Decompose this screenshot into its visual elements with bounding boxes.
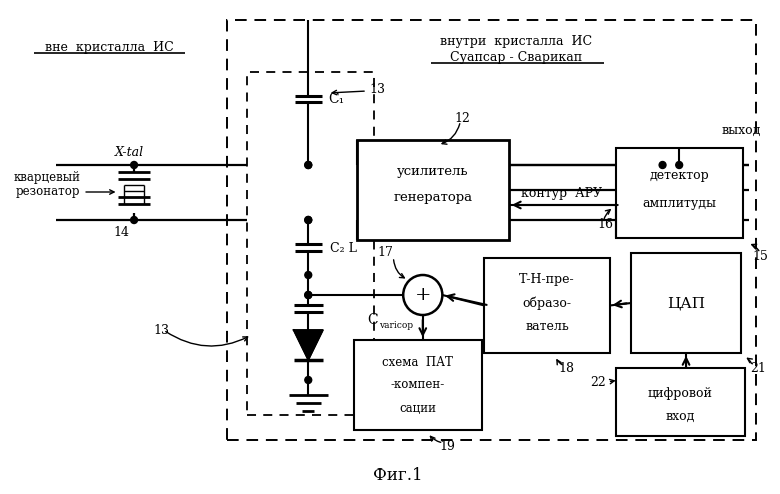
Circle shape — [305, 162, 312, 168]
Bar — [615, 368, 745, 436]
Text: 16: 16 — [597, 218, 614, 232]
Text: 14: 14 — [113, 227, 129, 240]
Text: 19: 19 — [439, 440, 456, 453]
Polygon shape — [293, 330, 323, 360]
Text: 22: 22 — [590, 376, 606, 389]
Text: 12: 12 — [455, 112, 470, 124]
Circle shape — [305, 216, 312, 223]
Circle shape — [305, 291, 312, 298]
Text: резонатор: резонатор — [16, 184, 80, 198]
Text: вне  кристалла  ИС: вне кристалла ИС — [45, 41, 174, 54]
Text: C: C — [367, 313, 378, 327]
Text: +: + — [414, 286, 431, 304]
Text: кварцевый: кварцевый — [13, 171, 80, 184]
Bar — [227, 20, 756, 440]
Text: Т-Н-пре-: Т-Н-пре- — [519, 274, 575, 287]
Bar — [615, 148, 743, 238]
Text: вход: вход — [665, 410, 695, 422]
Text: контур  АРУ: контур АРУ — [521, 187, 602, 200]
Circle shape — [130, 162, 137, 168]
Text: образо-: образо- — [523, 296, 572, 310]
Text: генератора: генератора — [393, 192, 473, 205]
Circle shape — [305, 162, 312, 168]
Text: X-tal: X-tal — [115, 147, 144, 160]
Text: сации: сации — [399, 402, 436, 414]
Text: детектор: детектор — [649, 169, 709, 182]
Text: 13: 13 — [154, 324, 169, 336]
Text: 18: 18 — [558, 363, 575, 375]
Text: 13: 13 — [370, 83, 386, 96]
Bar — [357, 140, 509, 240]
Circle shape — [403, 275, 442, 315]
Bar — [354, 340, 481, 430]
Text: Суапсар - Сварикап: Суапсар - Сварикап — [450, 51, 582, 65]
Bar — [246, 72, 374, 415]
Text: C₂ L: C₂ L — [330, 242, 356, 254]
Circle shape — [675, 162, 682, 168]
Text: внутри  кристалла  ИС: внутри кристалла ИС — [440, 36, 592, 48]
Circle shape — [305, 216, 312, 223]
Circle shape — [659, 162, 666, 168]
Text: varicop: varicop — [379, 322, 413, 330]
Text: ЦАП: ЦАП — [667, 296, 705, 310]
Text: -компен-: -компен- — [391, 378, 445, 392]
Text: схема  ПАТ: схема ПАТ — [382, 356, 453, 369]
Text: ватель: ватель — [525, 320, 569, 332]
Text: 21: 21 — [750, 363, 767, 375]
Circle shape — [130, 216, 137, 223]
Text: 17: 17 — [378, 247, 394, 259]
Text: цифровой: цифровой — [647, 386, 713, 400]
Text: Фиг.1: Фиг.1 — [374, 466, 423, 484]
Circle shape — [305, 272, 312, 279]
Text: 15: 15 — [753, 249, 768, 262]
Text: выход: выход — [722, 124, 760, 136]
Circle shape — [305, 291, 312, 298]
Text: C₁: C₁ — [328, 92, 344, 106]
Circle shape — [305, 376, 312, 383]
Bar — [631, 253, 741, 353]
Text: усилитель: усилитель — [397, 165, 469, 178]
Text: амплитуды: амплитуды — [642, 197, 716, 209]
Bar — [484, 258, 610, 353]
